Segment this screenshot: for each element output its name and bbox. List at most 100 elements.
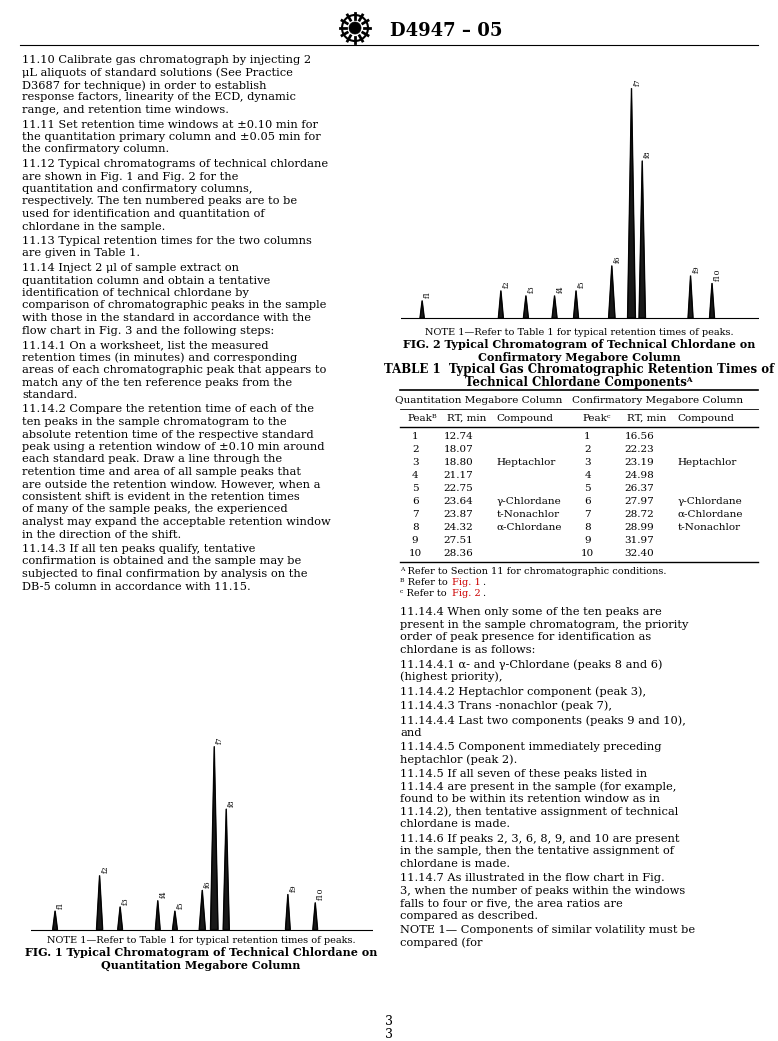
Text: 3, when the number of peaks within the windows: 3, when the number of peaks within the w… [400, 886, 685, 895]
Text: NOTE 1—Refer to Table 1 for typical retention times of peaks.: NOTE 1—Refer to Table 1 for typical rete… [425, 328, 734, 337]
Text: 2: 2 [584, 446, 591, 454]
Circle shape [349, 22, 361, 34]
Text: f10: f10 [714, 269, 722, 281]
Text: Compound: Compound [678, 414, 734, 423]
Text: 32.40: 32.40 [625, 549, 654, 558]
Text: 1: 1 [412, 432, 419, 441]
Text: 11.14.6 If peaks 2, 3, 6, 8, 9, and 10 are present: 11.14.6 If peaks 2, 3, 6, 8, 9, and 10 a… [400, 834, 679, 843]
Text: 28.72: 28.72 [625, 510, 654, 519]
Text: μL aliquots of standard solutions (See Practice: μL aliquots of standard solutions (See P… [22, 68, 293, 78]
Text: 11.14.4.4 Last two components (peaks 9 and 10),: 11.14.4.4 Last two components (peaks 9 a… [400, 715, 686, 726]
Text: ᶜ Refer to: ᶜ Refer to [400, 589, 450, 599]
Text: response factors, linearity of the ECD, dynamic: response factors, linearity of the ECD, … [22, 93, 296, 102]
Text: used for identification and quantitation of: used for identification and quantitation… [22, 209, 265, 219]
Text: consistent shift is evident in the retention times: consistent shift is evident in the reten… [22, 492, 300, 502]
Text: 27.51: 27.51 [443, 536, 474, 545]
Text: absolute retention time of the respective standard: absolute retention time of the respectiv… [22, 430, 314, 439]
Text: Confirmatory Megabore Column: Confirmatory Megabore Column [572, 397, 743, 405]
Text: compared (for: compared (for [400, 938, 482, 948]
Text: f10: f10 [317, 888, 325, 900]
Text: subjected to final confirmation by analysis on the: subjected to final confirmation by analy… [22, 569, 307, 579]
Text: 11.14.2), then tentative assignment of technical: 11.14.2), then tentative assignment of t… [400, 807, 678, 817]
Text: 11.14.4 When only some of the ten peaks are: 11.14.4 When only some of the ten peaks … [400, 607, 662, 617]
Text: NOTE 1— Components of similar volatility must be: NOTE 1— Components of similar volatility… [400, 925, 695, 935]
Text: .: . [482, 578, 485, 587]
Text: f1: f1 [57, 902, 65, 909]
Text: retention times (in minutes) and corresponding: retention times (in minutes) and corresp… [22, 353, 297, 363]
Text: 11.13 Typical retention times for the two columns: 11.13 Typical retention times for the tw… [22, 236, 312, 246]
Text: are shown in Fig. 1 and Fig. 2 for the: are shown in Fig. 1 and Fig. 2 for the [22, 172, 238, 181]
Text: each standard peak. Draw a line through the: each standard peak. Draw a line through … [22, 455, 282, 464]
Text: quantitation column and obtain a tentative: quantitation column and obtain a tentati… [22, 276, 270, 285]
Text: 4: 4 [584, 472, 591, 480]
Text: 6: 6 [584, 498, 591, 506]
Text: 9: 9 [584, 536, 591, 545]
Text: 23.87: 23.87 [443, 510, 474, 519]
Text: 27.97: 27.97 [625, 498, 654, 506]
Text: f3: f3 [122, 897, 130, 905]
Text: Fig. 2: Fig. 2 [452, 589, 481, 599]
Text: 12.74: 12.74 [443, 432, 474, 441]
Text: and: and [400, 728, 422, 738]
Text: chlordane is made.: chlordane is made. [400, 859, 510, 868]
Text: falls to four or five, the area ratios are: falls to four or five, the area ratios a… [400, 898, 622, 908]
Text: 3: 3 [584, 458, 591, 467]
Text: 10: 10 [581, 549, 594, 558]
Text: 4: 4 [412, 472, 419, 480]
Text: Heptachlor: Heptachlor [678, 458, 737, 467]
Text: t-Nonachlor: t-Nonachlor [496, 510, 560, 519]
Polygon shape [117, 907, 122, 930]
Text: compared as described.: compared as described. [400, 911, 538, 920]
Text: 7: 7 [584, 510, 591, 519]
Text: confirmation is obtained and the sample may be: confirmation is obtained and the sample … [22, 557, 301, 566]
Text: 11.14.2 Compare the retention time of each of the: 11.14.2 Compare the retention time of ea… [22, 405, 314, 414]
Text: 11.14.5 If all seven of these peaks listed in: 11.14.5 If all seven of these peaks list… [400, 769, 647, 779]
Text: standard.: standard. [22, 390, 77, 400]
Text: 7: 7 [412, 510, 419, 519]
Text: 28.36: 28.36 [443, 549, 474, 558]
Polygon shape [173, 911, 177, 930]
Text: RT, min: RT, min [627, 414, 667, 423]
Text: 22.75: 22.75 [443, 484, 474, 493]
Text: 9: 9 [412, 536, 419, 545]
Text: 11.14.4.5 Component immediately preceding: 11.14.4.5 Component immediately precedin… [400, 742, 661, 752]
Text: 23.19: 23.19 [625, 458, 654, 467]
Text: 11.14 Inject 2 μl of sample extract on: 11.14 Inject 2 μl of sample extract on [22, 263, 239, 273]
Text: in the direction of the shift.: in the direction of the shift. [22, 530, 181, 539]
Text: comparison of chromatographic peaks in the sample: comparison of chromatographic peaks in t… [22, 301, 327, 310]
Text: 11.11 Set retention time windows at ±0.10 min for: 11.11 Set retention time windows at ±0.1… [22, 120, 318, 129]
Polygon shape [420, 301, 424, 319]
Text: the confirmatory column.: the confirmatory column. [22, 145, 170, 154]
Text: t-Nonachlor: t-Nonachlor [678, 524, 741, 532]
Text: range, and retention time windows.: range, and retention time windows. [22, 105, 229, 115]
Text: f2: f2 [503, 280, 510, 288]
Text: f9: f9 [289, 885, 297, 892]
Text: peak using a retention window of ±0.10 min around: peak using a retention window of ±0.10 m… [22, 442, 324, 452]
Text: f2: f2 [101, 866, 109, 873]
Text: 24.32: 24.32 [443, 524, 474, 532]
Polygon shape [710, 283, 714, 319]
Text: are given in Table 1.: are given in Table 1. [22, 249, 140, 258]
Text: of many of the sample peaks, the experienced: of many of the sample peaks, the experie… [22, 505, 288, 514]
Polygon shape [688, 276, 693, 319]
Text: Peakᴮ: Peakᴮ [407, 414, 437, 423]
Text: 11.14.4.3 Trans -nonachlor (peak 7),: 11.14.4.3 Trans -nonachlor (peak 7), [400, 701, 612, 711]
Text: Fig. 1: Fig. 1 [452, 578, 481, 587]
Text: D3687 for technique) in order to establish: D3687 for technique) in order to establi… [22, 80, 267, 91]
Text: f6: f6 [204, 881, 212, 888]
Text: are outside the retention window. However, when a: are outside the retention window. Howeve… [22, 480, 321, 489]
Text: RT, min: RT, min [447, 414, 486, 423]
Text: f4: f4 [556, 285, 564, 294]
Text: with those in the standard in accordance with the: with those in the standard in accordance… [22, 313, 311, 323]
Text: f8: f8 [644, 151, 652, 158]
Text: 5: 5 [584, 484, 591, 493]
Text: ᴮ Refer to: ᴮ Refer to [400, 578, 451, 587]
Text: 11.12 Typical chromatograms of technical chlordane: 11.12 Typical chromatograms of technical… [22, 159, 328, 169]
Text: quantitation and confirmatory columns,: quantitation and confirmatory columns, [22, 184, 253, 194]
Text: f3: f3 [527, 285, 536, 294]
Text: analyst may expand the acceptable retention window: analyst may expand the acceptable retent… [22, 517, 331, 527]
Text: Peakᶜ: Peakᶜ [583, 414, 611, 423]
Text: present in the sample chromatogram, the priority: present in the sample chromatogram, the … [400, 619, 689, 630]
Polygon shape [628, 88, 636, 319]
Text: f5: f5 [578, 280, 586, 288]
